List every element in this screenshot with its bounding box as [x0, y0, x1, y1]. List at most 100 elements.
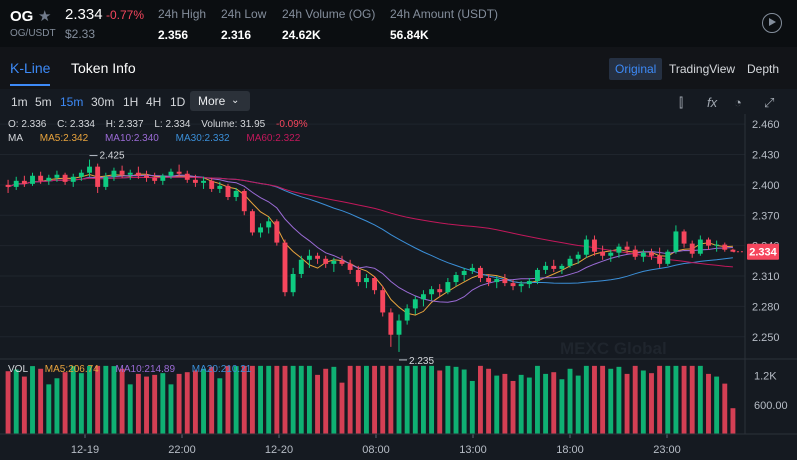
candle — [404, 308, 410, 321]
candle — [380, 290, 386, 313]
volume-bar — [168, 384, 174, 434]
view-original[interactable]: Original — [609, 58, 663, 80]
view-depth[interactable]: Depth — [747, 62, 780, 76]
favorite-star-icon[interactable]: ★ — [38, 8, 52, 25]
function-icon[interactable]: fx — [707, 95, 718, 110]
time-axis-label: 22:00 — [168, 444, 196, 456]
chevron-down-icon: ⌄ — [231, 95, 240, 106]
volume-bar — [217, 378, 223, 434]
candle — [249, 211, 255, 233]
volume-bar — [13, 369, 19, 434]
interval-5m[interactable]: 5m — [35, 95, 52, 109]
volume-bar — [429, 365, 435, 434]
volume-bar — [461, 369, 467, 434]
candle — [160, 175, 166, 181]
volume-bar — [412, 365, 418, 434]
view-tradingview[interactable]: TradingView — [669, 62, 736, 76]
price-change: -0.77% — [106, 8, 145, 22]
candle — [355, 269, 361, 283]
price-axis-label: 2.460 — [752, 119, 780, 131]
volume-bar — [274, 365, 280, 434]
candle — [632, 249, 638, 257]
ma10-value: MA10:2.340 — [104, 133, 159, 144]
candle — [315, 255, 321, 259]
ma-label: MA — [8, 133, 23, 144]
candlestick-chart[interactable]: 2.4602.4302.4002.3702.3402.3102.2802.250… — [0, 89, 797, 460]
candle — [494, 279, 500, 283]
candle — [535, 269, 540, 282]
price-axis-label: 2.430 — [752, 150, 780, 162]
candle — [103, 176, 109, 187]
candle — [445, 282, 451, 293]
time-axis-label: 12-20 — [265, 444, 293, 456]
volume-bar — [176, 373, 182, 434]
volume-bar — [640, 370, 646, 434]
volume-bar — [21, 376, 27, 434]
candle — [38, 175, 44, 181]
time-axis-label: 08:00 — [362, 444, 390, 456]
indicator-icon[interactable]: ⫿ — [679, 95, 684, 110]
volume-bar — [152, 374, 158, 434]
volume-bar — [559, 379, 565, 434]
volume-bar — [681, 365, 687, 434]
volume-bar — [665, 365, 671, 434]
candle — [478, 267, 483, 279]
kline-chart[interactable]: 2.4602.4302.4002.3702.3402.3102.2802.250… — [0, 89, 797, 460]
candle — [469, 267, 475, 271]
current-price-tag-label: 2.334 — [749, 247, 777, 259]
candle — [510, 283, 516, 287]
candle — [697, 239, 703, 254]
watermark: MEXC Global — [560, 339, 667, 358]
tab-kline[interactable]: K-Line — [10, 60, 51, 86]
volume-bar — [535, 365, 540, 434]
interval-bar: 1m 5m 15m 30m 1H 4H 1D More ⌄ ⫿ fx ◔ ⤢ — [0, 89, 797, 115]
volume-bar — [323, 368, 329, 434]
candle — [689, 243, 695, 254]
volume-bar — [697, 365, 703, 434]
volume-bar — [689, 365, 695, 434]
volume-bar — [404, 365, 410, 434]
candle — [176, 171, 182, 174]
candle — [184, 173, 190, 180]
candle — [290, 273, 296, 293]
volume-bar — [95, 365, 101, 434]
candle — [323, 258, 329, 264]
gauge-icon[interactable]: ◔ — [734, 95, 742, 110]
volume-bar — [355, 365, 361, 434]
fullscreen-icon[interactable]: ⤢ — [764, 95, 775, 110]
volume-bar — [608, 368, 614, 434]
candle — [274, 221, 280, 243]
volume-bar — [298, 365, 304, 434]
candle — [258, 227, 263, 233]
stat-low-label: 24h Low — [221, 7, 267, 21]
volume-bar — [445, 365, 451, 434]
price-axis-label: 2.310 — [752, 271, 780, 283]
candle — [722, 244, 728, 250]
interval-15m[interactable]: 15m — [60, 95, 84, 109]
time-axis-label: 23:00 — [653, 444, 681, 456]
volume-bar — [437, 370, 443, 434]
candle — [87, 166, 92, 173]
volume-bar — [551, 372, 557, 434]
interval-1d[interactable]: 1D — [170, 95, 186, 109]
stat-amount-value: 56.84K — [390, 28, 429, 42]
volume-bar — [632, 365, 638, 434]
more-intervals-button[interactable]: More ⌄ — [190, 91, 250, 111]
candle — [152, 177, 158, 181]
ohlc-low: L: 2.334 — [154, 119, 191, 130]
candle — [201, 180, 206, 183]
volume-bar — [306, 365, 312, 434]
candle — [714, 244, 720, 246]
volume-bar — [339, 382, 345, 434]
tab-token-info[interactable]: Token Info — [71, 60, 136, 76]
play-icon[interactable] — [762, 13, 782, 33]
candle — [461, 270, 467, 275]
candle — [412, 299, 418, 309]
interval-1h[interactable]: 1H — [123, 95, 139, 109]
volume-bar — [201, 368, 206, 434]
interval-1m[interactable]: 1m — [11, 95, 28, 109]
volume-bar — [290, 365, 296, 434]
interval-4h[interactable]: 4H — [146, 95, 162, 109]
interval-30m[interactable]: 30m — [91, 95, 115, 109]
volume-bar — [714, 376, 720, 434]
